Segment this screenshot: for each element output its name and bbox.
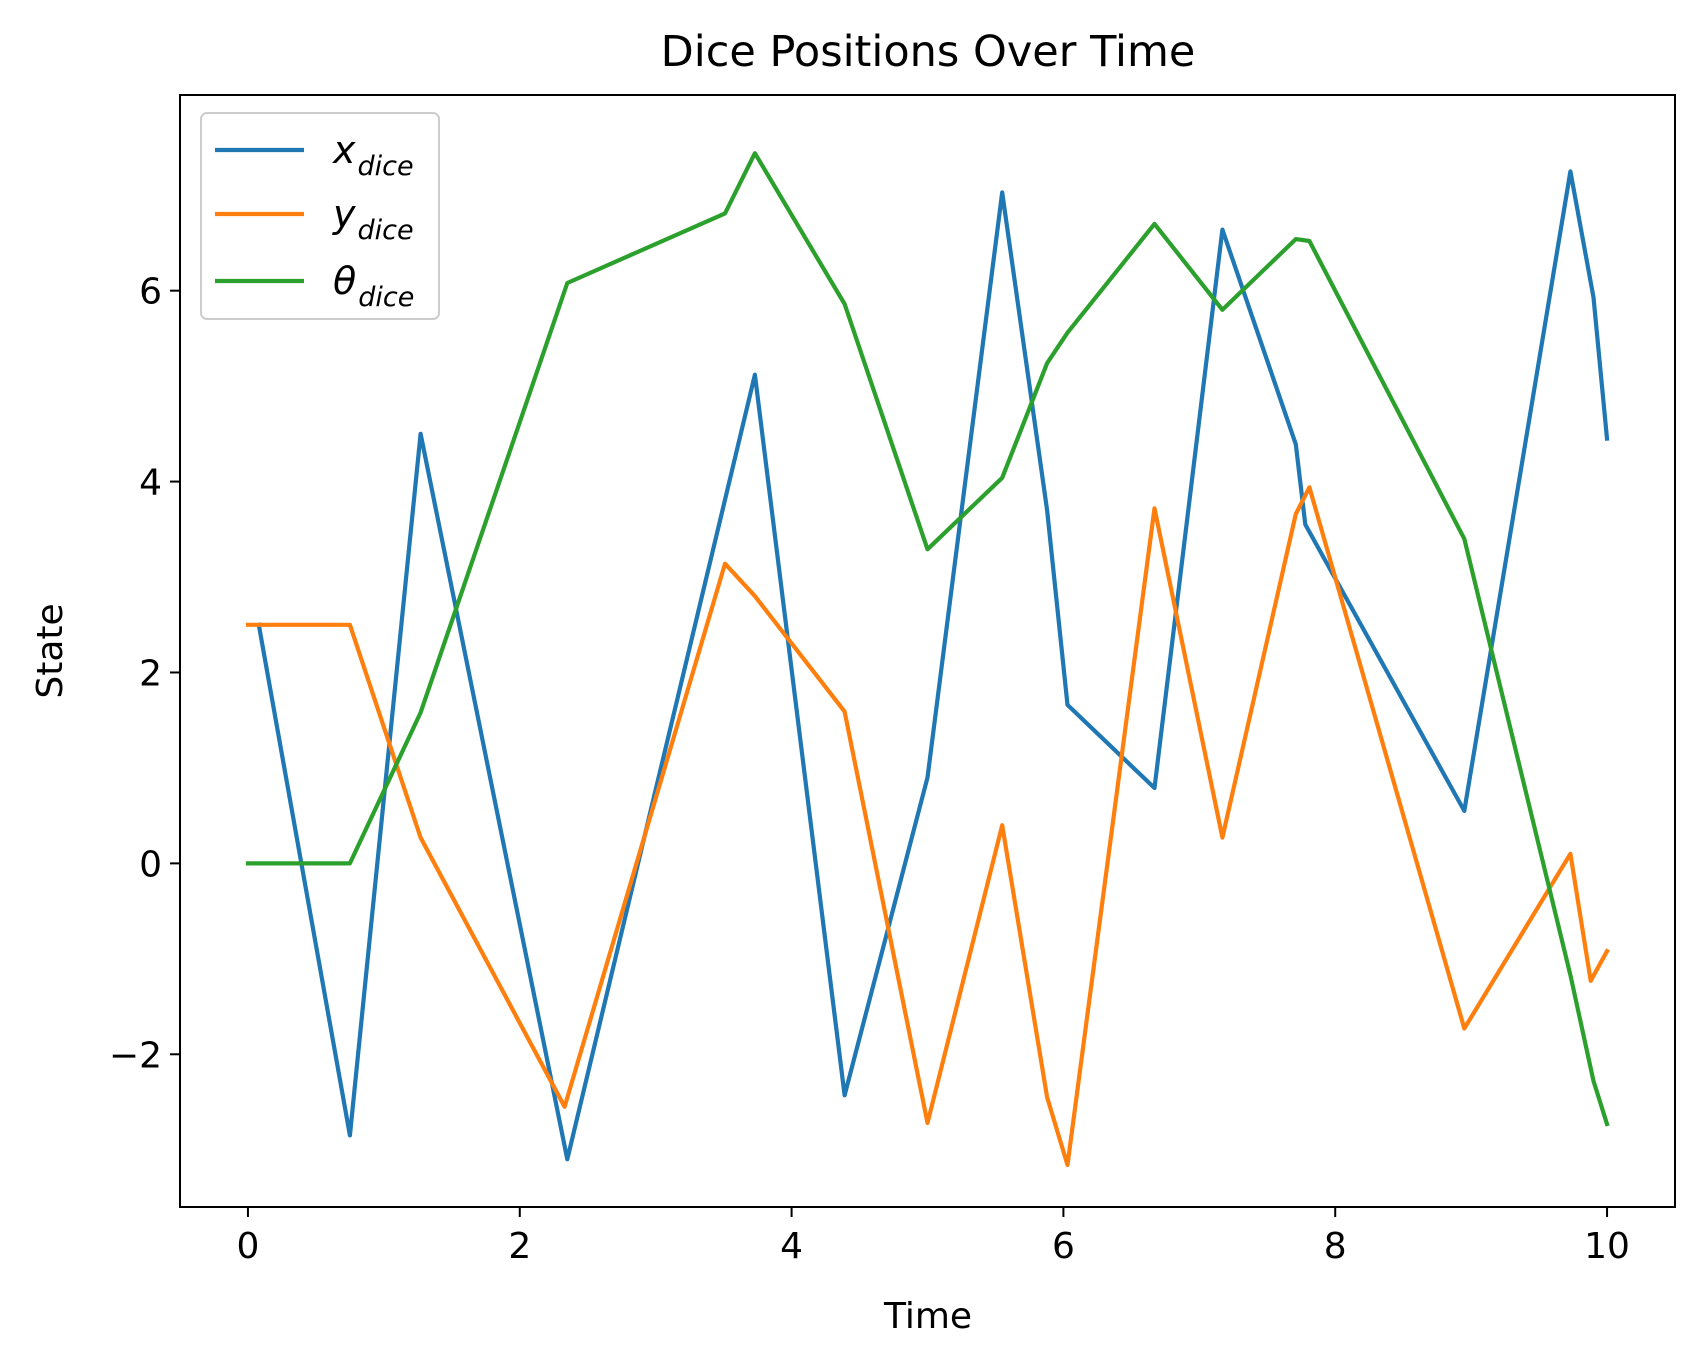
plot-area — [179, 94, 1676, 1208]
legend-label-0: xdice — [332, 128, 414, 182]
y-tick-label: 6 — [139, 272, 162, 313]
y-axis-label: State — [30, 603, 71, 698]
chart-title: Dice Positions Over Time — [661, 27, 1196, 77]
legend-subscript: dice — [358, 215, 414, 246]
x-axis-label: Time — [883, 1296, 972, 1337]
x-tick-label: 2 — [508, 1226, 531, 1267]
legend-label-2: θdice — [333, 259, 414, 313]
y-tick-label: 2 — [139, 653, 162, 694]
x-tick-label: 4 — [780, 1226, 803, 1267]
x-tick-label: 8 — [1324, 1226, 1347, 1267]
series-line-2 — [245, 151, 1610, 1127]
x-tick-label: 0 — [237, 1226, 260, 1267]
x-tick-label: 10 — [1584, 1226, 1630, 1267]
legend-label-1: ydice — [332, 192, 414, 246]
series-lines — [245, 151, 1610, 1168]
legend-symbol: y — [332, 192, 356, 236]
legend-subscript: dice — [358, 282, 414, 313]
x-axis: 0 2 4 6 8 10 — [237, 1207, 1630, 1267]
legend-box — [200, 112, 440, 320]
series-line-0 — [256, 169, 1610, 1162]
y-tick-label: −2 — [109, 1035, 162, 1076]
legend-subscript: dice — [358, 151, 414, 182]
y-tick-label: 4 — [139, 463, 162, 504]
legend-symbol: θ — [333, 259, 356, 303]
y-axis: −2 0 2 4 6 — [109, 272, 180, 1076]
series-line-1 — [245, 485, 1610, 1168]
x-tick-label: 6 — [1052, 1226, 1075, 1267]
axes-frame — [179, 94, 1676, 1208]
y-tick-label: 0 — [139, 844, 162, 885]
legend-symbol: x — [332, 128, 356, 172]
